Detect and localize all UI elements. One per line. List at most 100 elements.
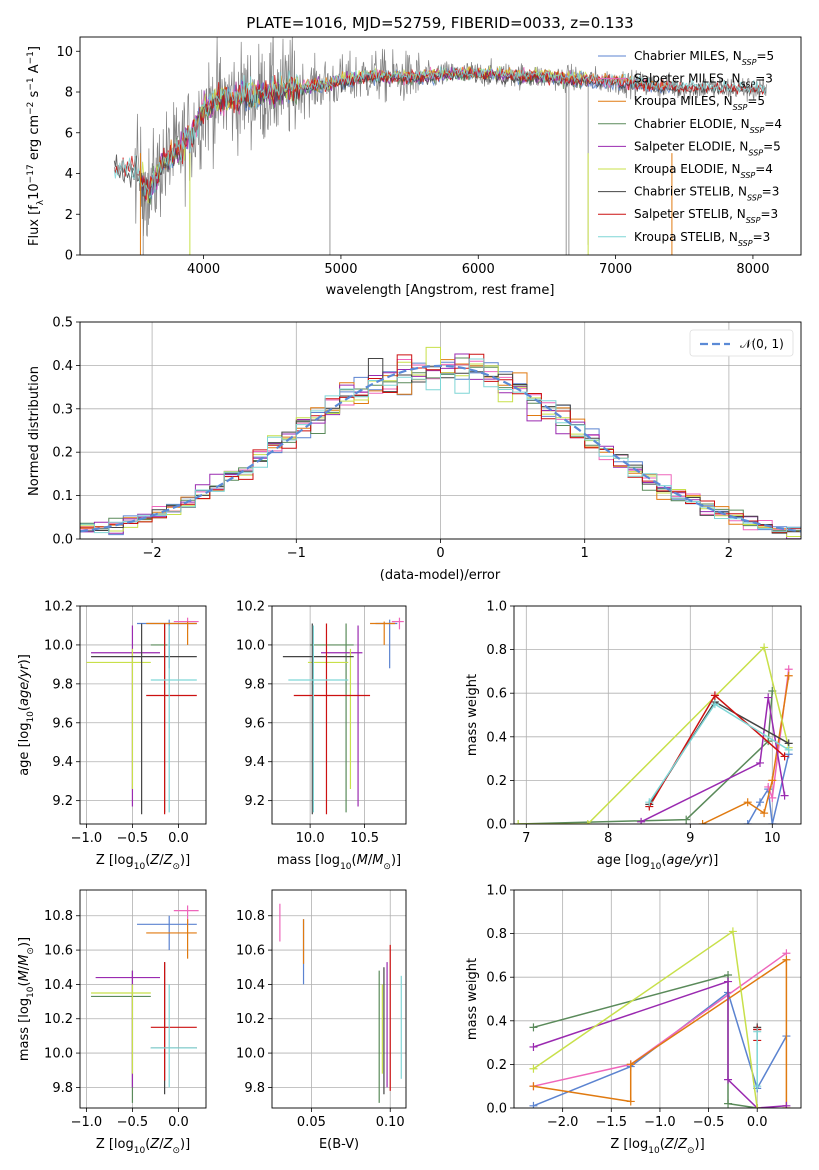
label-part: / bbox=[17, 965, 32, 970]
weight-marker bbox=[583, 820, 592, 824]
legend-text: Salpeter STELIB, N bbox=[634, 207, 746, 221]
x-tick-label: 2 bbox=[725, 546, 733, 561]
weight-marker bbox=[529, 1101, 538, 1108]
legend-label: Chabrier STELIB, NSSP=3 bbox=[634, 185, 779, 203]
panel-mass-vs-EBV: 0.05 0.10 9.8 10.0 10.2 10.4 10.6 10.8 bbox=[236, 889, 407, 1130]
weight-marker bbox=[529, 1023, 538, 1032]
x-tick-label: 0.0 bbox=[168, 1115, 189, 1130]
x-tick-label: 0.05 bbox=[297, 1115, 326, 1130]
legend-text: Salpeter ELODIE, N bbox=[634, 139, 748, 153]
legend-label: Kroupa STELIB, NSSP=3 bbox=[634, 230, 770, 248]
y-tick-label: 10.6 bbox=[44, 944, 73, 959]
x-tick-label: −0.5 bbox=[693, 1115, 725, 1130]
x-tick-label: −1 bbox=[287, 546, 306, 561]
label-part: / bbox=[368, 853, 373, 868]
label-part: 10 bbox=[26, 711, 36, 723]
axes-frame bbox=[271, 605, 407, 825]
y-tick-label: 10.8 bbox=[236, 909, 265, 924]
y-tick-label: 9.4 bbox=[52, 755, 73, 770]
y-axis-label: age [log10(age/yr)] bbox=[17, 654, 36, 776]
y-tick-label: 0.6 bbox=[486, 971, 507, 986]
legend-tail: =3 bbox=[762, 185, 780, 199]
x-tick-label: 0.0 bbox=[747, 1115, 768, 1130]
x-axis-label: Z [log10(Z/Z⊙)] bbox=[610, 1137, 704, 1156]
y-tick-label: 0.4 bbox=[486, 1014, 507, 1029]
weight-marker bbox=[760, 809, 769, 818]
panel-age-vs-Z: −1.0 −0.5 0.0 9.2 9.4 9.6 9.8 10.0 10.2 bbox=[44, 600, 207, 846]
label-part: 10 bbox=[650, 862, 662, 872]
x-tick-label: −2 bbox=[143, 546, 162, 561]
label-part: age [log bbox=[17, 723, 32, 776]
y-tick-label: 0.8 bbox=[486, 927, 507, 942]
label-part: Flux [f bbox=[27, 205, 42, 246]
label-part: ( bbox=[17, 706, 32, 711]
label-part: / bbox=[159, 853, 164, 868]
label-part: ⊙ bbox=[172, 862, 180, 872]
x-axis-label: Z [log10(Z/Z⊙)] bbox=[96, 1137, 190, 1156]
x-tick-label: 0 bbox=[436, 546, 444, 561]
legend-label: Kroupa MILES, NSSP=5 bbox=[634, 94, 765, 112]
label-part: ⊙ bbox=[383, 862, 391, 872]
label-part: age/yr bbox=[17, 663, 32, 706]
y-tick-label: 0.1 bbox=[52, 489, 73, 504]
axes-frame bbox=[79, 321, 802, 540]
label-part: Z [log bbox=[96, 1137, 134, 1152]
y-tick-label: 0.4 bbox=[52, 359, 73, 374]
x-axis-label: (data-model)/error bbox=[380, 568, 501, 583]
y-tick-label: 0.2 bbox=[486, 1058, 507, 1073]
label-part: Z bbox=[149, 853, 160, 868]
weight-marker bbox=[637, 817, 646, 824]
label-part: M bbox=[357, 853, 368, 868]
weight-marker bbox=[724, 1075, 733, 1084]
label-part: Z bbox=[163, 1137, 174, 1152]
x-tick-label: 9 bbox=[686, 831, 694, 846]
label-part: A bbox=[27, 64, 42, 77]
legend-text: Kroupa STELIB, N bbox=[634, 230, 738, 244]
legend-box bbox=[689, 329, 794, 357]
label-part: )] bbox=[17, 654, 32, 664]
y-tick-label: 0.0 bbox=[486, 818, 507, 833]
label-part: M bbox=[17, 955, 32, 966]
weight-marker bbox=[698, 820, 707, 824]
weight-line bbox=[518, 690, 774, 824]
y-axis-label: mass [log10(M/M⊙)] bbox=[17, 937, 36, 1061]
legend-tail: =3 bbox=[753, 230, 771, 244]
label-part: 10 bbox=[134, 862, 146, 872]
y-tick-label: 9.6 bbox=[244, 716, 265, 731]
x-tick-label: −1.0 bbox=[71, 831, 103, 846]
label-part: ( bbox=[660, 1137, 665, 1152]
legend-text: Salpeter MILES, N bbox=[634, 72, 741, 86]
weight-line bbox=[518, 645, 790, 824]
axes-frame bbox=[79, 36, 802, 256]
weight-marker bbox=[724, 977, 733, 986]
model-spectrum bbox=[139, 66, 589, 197]
y-axis-label: Normed distribution bbox=[27, 366, 42, 496]
x-tick-label: 0.10 bbox=[376, 1115, 405, 1130]
x-tick-label: 0.0 bbox=[168, 831, 189, 846]
x-tick-label: 1 bbox=[581, 546, 589, 561]
x-tick-label: −1.0 bbox=[644, 1115, 676, 1130]
weight-marker bbox=[743, 820, 752, 824]
x-tick-label: 4000 bbox=[187, 262, 220, 277]
weight-marker bbox=[784, 745, 793, 754]
weight-marker bbox=[529, 1064, 538, 1073]
label-part: / bbox=[674, 1137, 679, 1152]
plot-area bbox=[80, 346, 801, 539]
panel-mass-weight-vs-age: 7 8 9 10 0.0 0.2 0.4 0.6 0.8 1.0 bbox=[486, 600, 802, 846]
axes-frame bbox=[79, 605, 207, 825]
y-tick-label: 6 bbox=[65, 126, 73, 141]
y-tick-label: 4 bbox=[65, 167, 73, 182]
y-tick-label: 9.8 bbox=[52, 677, 73, 692]
label-part: )] bbox=[695, 1137, 705, 1152]
label-part: M bbox=[372, 853, 383, 868]
x-tick-label: 8000 bbox=[736, 262, 769, 277]
legend-tail: =5 bbox=[763, 139, 781, 153]
legend-label: Kroupa ELODIE, NSSP=4 bbox=[634, 162, 773, 180]
label-part: )] bbox=[17, 937, 32, 947]
x-tick-label: −1.0 bbox=[71, 1115, 103, 1130]
weight-marker bbox=[514, 820, 523, 824]
weight-marker bbox=[780, 752, 789, 761]
legend-label: Salpeter MILES, NSSP=3 bbox=[634, 72, 773, 90]
weight-line bbox=[533, 930, 758, 1108]
